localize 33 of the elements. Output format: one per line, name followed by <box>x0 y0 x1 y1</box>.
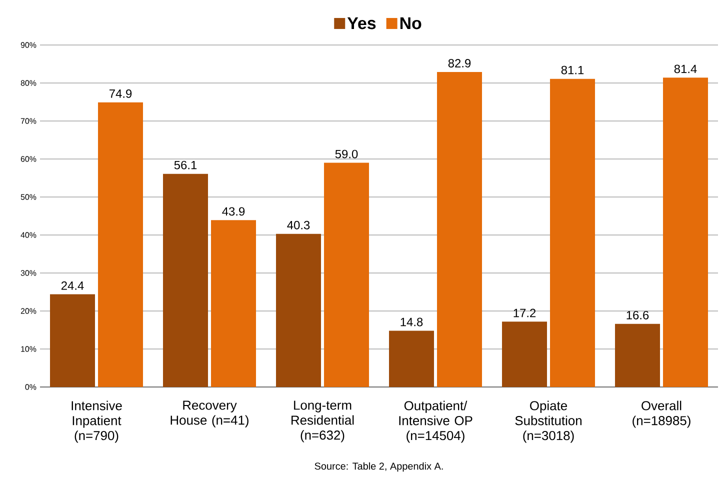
data-label: 81.1 <box>561 66 584 74</box>
x-tick-label: Overall (n=18985) <box>632 400 690 428</box>
legend-label: Yes <box>347 17 376 30</box>
bar <box>276 234 322 387</box>
bar <box>663 78 708 387</box>
bar <box>211 220 256 387</box>
data-label: 56.1 <box>174 160 197 170</box>
bar <box>98 102 143 387</box>
x-tick-label: Intensive Inpatient (n=790) <box>72 400 122 443</box>
bar <box>324 162 370 387</box>
source-note: Source: Table 2, Appendix A. <box>314 462 443 472</box>
x-tick-label: Opiate Substitution (n=3018) <box>515 400 582 443</box>
x-tick-label: Recovery House (n=41) <box>170 400 248 428</box>
data-label: 81.4 <box>674 64 697 74</box>
bar <box>437 72 482 387</box>
bar <box>615 324 660 387</box>
bar <box>163 174 208 387</box>
legend-label: No <box>400 17 422 30</box>
data-label: 59.0 <box>335 150 358 158</box>
data-label: 14.8 <box>400 318 423 326</box>
bar <box>389 330 434 387</box>
bar <box>50 294 95 387</box>
data-label: 16.6 <box>626 310 649 320</box>
data-label: 17.2 <box>514 308 536 318</box>
x-tick-label: Long-term Residential (n=632) <box>292 400 354 442</box>
data-label: 82.9 <box>448 58 471 68</box>
data-label: 74.9 <box>109 89 132 98</box>
x-tick-label: Outpatient/ Intensive OP (n=14504) <box>399 400 472 443</box>
data-label: 24.4 <box>61 281 84 290</box>
data-label: 40.3 <box>287 220 310 230</box>
bar <box>502 322 548 387</box>
bar <box>550 78 596 387</box>
data-label: 43.9 <box>222 207 245 216</box>
